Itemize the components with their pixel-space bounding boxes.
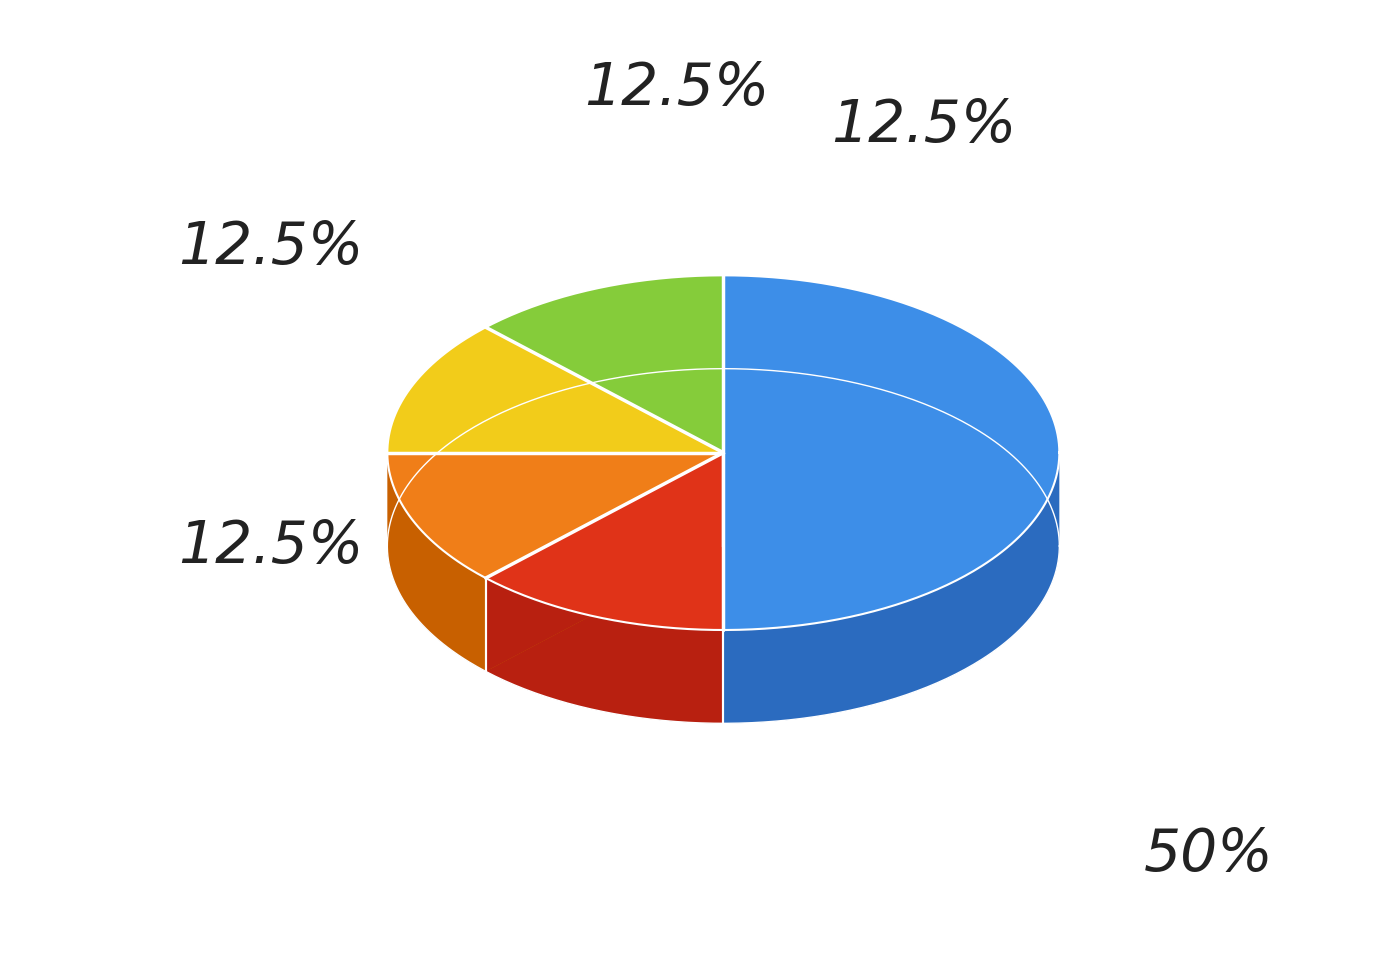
Polygon shape bbox=[388, 327, 724, 453]
Text: 12.5%: 12.5% bbox=[584, 60, 770, 117]
Polygon shape bbox=[388, 368, 1060, 723]
Polygon shape bbox=[486, 453, 724, 671]
Polygon shape bbox=[486, 275, 724, 453]
Text: 50%: 50% bbox=[1144, 826, 1273, 883]
Text: 12.5%: 12.5% bbox=[179, 219, 364, 275]
Text: 12.5%: 12.5% bbox=[832, 97, 1016, 154]
Polygon shape bbox=[388, 453, 724, 578]
Polygon shape bbox=[724, 453, 1060, 723]
Polygon shape bbox=[486, 578, 724, 723]
Polygon shape bbox=[388, 453, 486, 671]
Text: 12.5%: 12.5% bbox=[179, 517, 364, 574]
Polygon shape bbox=[724, 275, 1060, 630]
Polygon shape bbox=[486, 453, 724, 671]
Polygon shape bbox=[486, 453, 724, 630]
